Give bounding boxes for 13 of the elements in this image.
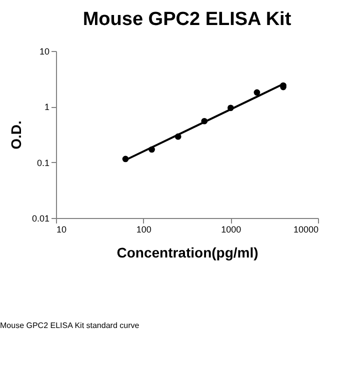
x-tick-label: 1000	[221, 224, 242, 234]
y-axis-title: O.D.	[8, 120, 24, 150]
point	[254, 89, 260, 96]
y-tick-label: 1	[44, 102, 50, 112]
x-axis-title: Concentration(pg/ml)	[116, 244, 258, 260]
x-tick-label: 10000	[293, 224, 318, 234]
y-tick-label: 0.1	[36, 158, 50, 168]
y-tick-label: 10	[39, 46, 50, 56]
x-tick-label: 10	[56, 224, 67, 234]
text: Mouse GPC2 ELISA Kit standard curve	[0, 321, 140, 330]
x-tick-label: 100	[136, 224, 152, 234]
y-tick-label: 0.01	[32, 214, 50, 224]
chart-title: Mouse GPC2 ELISA Kit	[82, 9, 292, 30]
